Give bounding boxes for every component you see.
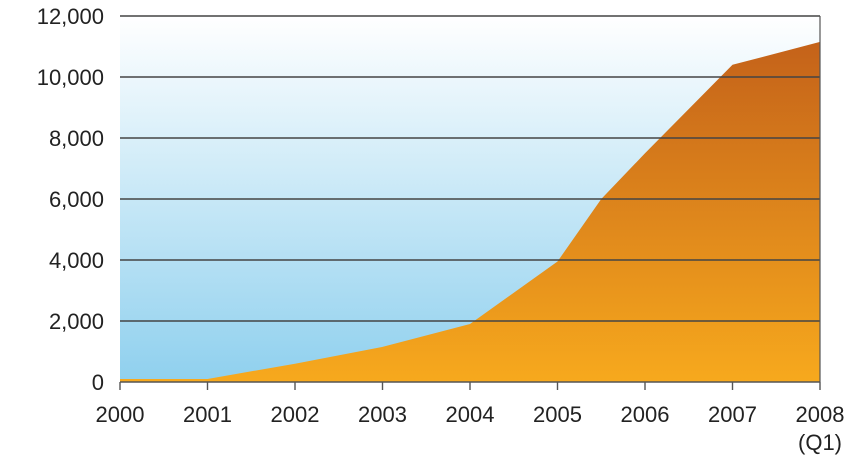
y-tick-label-6: 12,000 [37,4,104,29]
y-tick-label-5: 10,000 [37,65,104,90]
x-tick-label-3: 2003 [358,402,407,427]
y-tick-label-2: 4,000 [49,248,104,273]
y-tick-labels: 0 2,000 4,000 6,000 8,000 10,000 12,000 [37,4,104,395]
y-tick-label-0: 0 [92,370,104,395]
x-tick-label-4: 2004 [446,402,495,427]
y-tick-label-4: 8,000 [49,126,104,151]
y-tick-label-1: 2,000 [49,309,104,334]
x-tick-labels: 2000 2001 2002 2003 2004 2005 2006 2007 2008 (Q1) [96,402,845,455]
axes [119,16,821,390]
x-tick-label-6: 2006 [621,402,670,427]
x-tick-label-8: 2008 [796,402,845,427]
gridlines [120,15,820,322]
area-series-0 [120,41,820,383]
x-tick-label-5: 2005 [533,402,582,427]
x-tick-label-1: 2001 [183,402,232,427]
area-series-layer [120,41,820,383]
y-tick-label-3: 6,000 [49,187,104,212]
x-tick-label-7: 2007 [708,402,757,427]
x-tick-sublabel-8: (Q1) [798,430,842,455]
x-tick-label-2: 2002 [271,402,320,427]
x-tick-label-0: 2000 [96,402,145,427]
